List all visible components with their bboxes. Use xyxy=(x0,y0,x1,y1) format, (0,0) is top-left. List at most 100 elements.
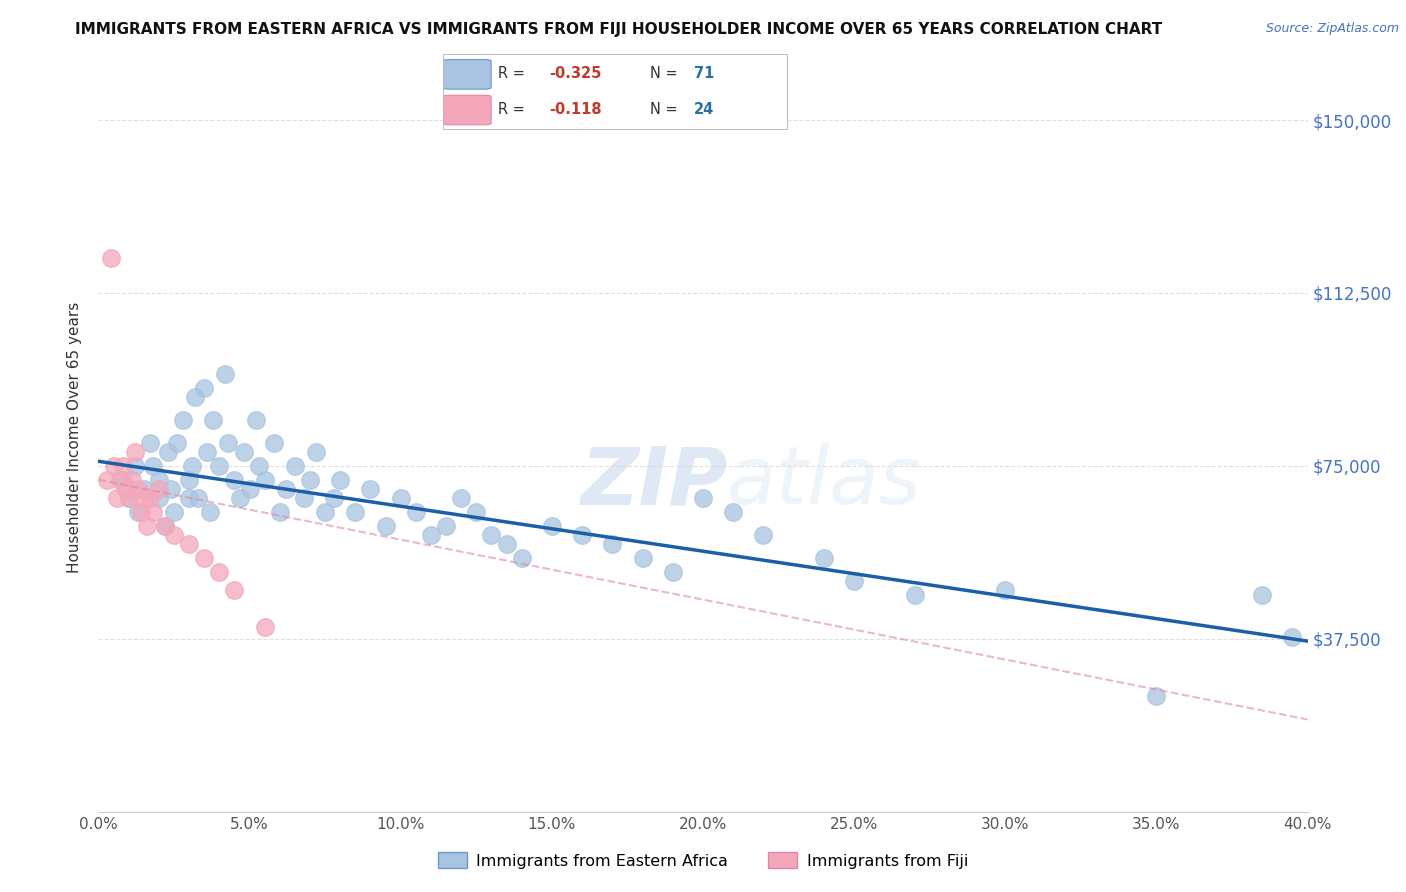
Point xyxy=(163,528,186,542)
Point xyxy=(994,583,1017,598)
Point xyxy=(481,528,503,542)
Point xyxy=(163,505,186,519)
Point xyxy=(389,491,412,505)
Point xyxy=(142,458,165,473)
FancyBboxPatch shape xyxy=(443,60,491,89)
Point xyxy=(118,491,141,505)
Point xyxy=(166,435,188,450)
Text: atlas: atlas xyxy=(727,443,922,521)
Point xyxy=(434,519,457,533)
Point xyxy=(465,505,488,519)
Point xyxy=(247,458,270,473)
Point xyxy=(269,505,291,519)
Point xyxy=(723,505,745,519)
Point xyxy=(263,435,285,450)
FancyBboxPatch shape xyxy=(443,95,491,125)
Point xyxy=(160,482,183,496)
Point xyxy=(184,390,207,404)
Point xyxy=(135,519,157,533)
Point xyxy=(253,620,276,634)
Point xyxy=(450,491,472,505)
Point xyxy=(571,528,593,542)
Point xyxy=(193,380,215,394)
Point xyxy=(844,574,866,589)
Text: N =: N = xyxy=(650,102,678,117)
Text: R =: R = xyxy=(498,67,524,81)
Point xyxy=(187,491,209,505)
Point xyxy=(181,458,204,473)
Point xyxy=(323,491,346,505)
Text: -0.325: -0.325 xyxy=(550,67,602,81)
Point xyxy=(1251,588,1274,602)
Point xyxy=(195,445,218,459)
Point xyxy=(314,505,336,519)
Point xyxy=(405,505,427,519)
Point xyxy=(284,458,307,473)
Text: 24: 24 xyxy=(695,102,714,117)
Text: N =: N = xyxy=(650,67,678,81)
Point xyxy=(139,491,162,505)
Text: R =: R = xyxy=(498,102,524,117)
Point xyxy=(631,551,654,566)
Point xyxy=(118,491,141,505)
Point xyxy=(510,551,533,566)
Point xyxy=(179,537,201,551)
Point xyxy=(661,565,683,579)
Point xyxy=(1281,630,1303,644)
Point xyxy=(1146,690,1168,704)
Point xyxy=(105,491,128,505)
Point xyxy=(139,435,162,450)
Point xyxy=(200,505,222,519)
Point xyxy=(904,588,927,602)
Point xyxy=(153,519,176,533)
Point xyxy=(111,458,134,473)
Point xyxy=(114,482,136,496)
Point xyxy=(229,491,252,505)
Point xyxy=(179,491,201,505)
Point xyxy=(132,491,155,505)
Point xyxy=(96,473,118,487)
Y-axis label: Householder Income Over 65 years: Householder Income Over 65 years xyxy=(67,301,83,573)
Point xyxy=(344,505,367,519)
Point xyxy=(602,537,624,551)
Point xyxy=(142,505,165,519)
Point xyxy=(540,519,562,533)
Point xyxy=(132,482,155,496)
Point xyxy=(420,528,443,542)
Point xyxy=(214,367,236,381)
Point xyxy=(305,445,328,459)
Text: IMMIGRANTS FROM EASTERN AFRICA VS IMMIGRANTS FROM FIJI HOUSEHOLDER INCOME OVER 6: IMMIGRANTS FROM EASTERN AFRICA VS IMMIGR… xyxy=(75,22,1163,37)
Point xyxy=(111,473,134,487)
Point xyxy=(103,458,125,473)
Point xyxy=(127,482,149,496)
Point xyxy=(752,528,775,542)
Text: ZIP: ZIP xyxy=(579,443,727,521)
Legend: Immigrants from Eastern Africa, Immigrants from Fiji: Immigrants from Eastern Africa, Immigran… xyxy=(432,846,974,875)
Text: Source: ZipAtlas.com: Source: ZipAtlas.com xyxy=(1265,22,1399,36)
Point xyxy=(224,583,246,598)
Point xyxy=(148,482,170,496)
Point xyxy=(124,445,146,459)
Point xyxy=(124,458,146,473)
Point xyxy=(360,482,382,496)
Point xyxy=(495,537,517,551)
Point xyxy=(202,413,225,427)
Point xyxy=(274,482,297,496)
Point xyxy=(329,473,352,487)
Point xyxy=(253,473,276,487)
Point xyxy=(129,505,152,519)
Point xyxy=(208,565,231,579)
Point xyxy=(121,473,143,487)
Point xyxy=(232,445,254,459)
Point xyxy=(692,491,714,505)
Point xyxy=(224,473,246,487)
Point xyxy=(172,413,194,427)
Point xyxy=(374,519,396,533)
Point xyxy=(100,252,122,266)
Point xyxy=(108,473,131,487)
Point xyxy=(813,551,835,566)
Point xyxy=(292,491,315,505)
Point xyxy=(245,413,267,427)
Point xyxy=(217,435,239,450)
Point xyxy=(179,473,201,487)
